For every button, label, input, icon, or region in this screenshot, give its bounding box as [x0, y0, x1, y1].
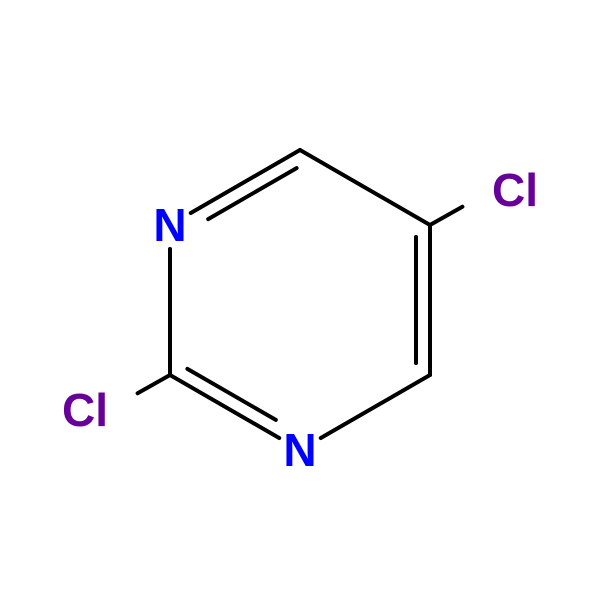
atom-Cl8: Cl [492, 163, 538, 217]
molecule-canvas: N N Cl Cl [0, 0, 600, 600]
bond-layer [0, 0, 600, 600]
atom-Cl7: Cl [62, 383, 108, 437]
atom-N1: N [153, 198, 186, 252]
atom-N5: N [283, 423, 316, 477]
